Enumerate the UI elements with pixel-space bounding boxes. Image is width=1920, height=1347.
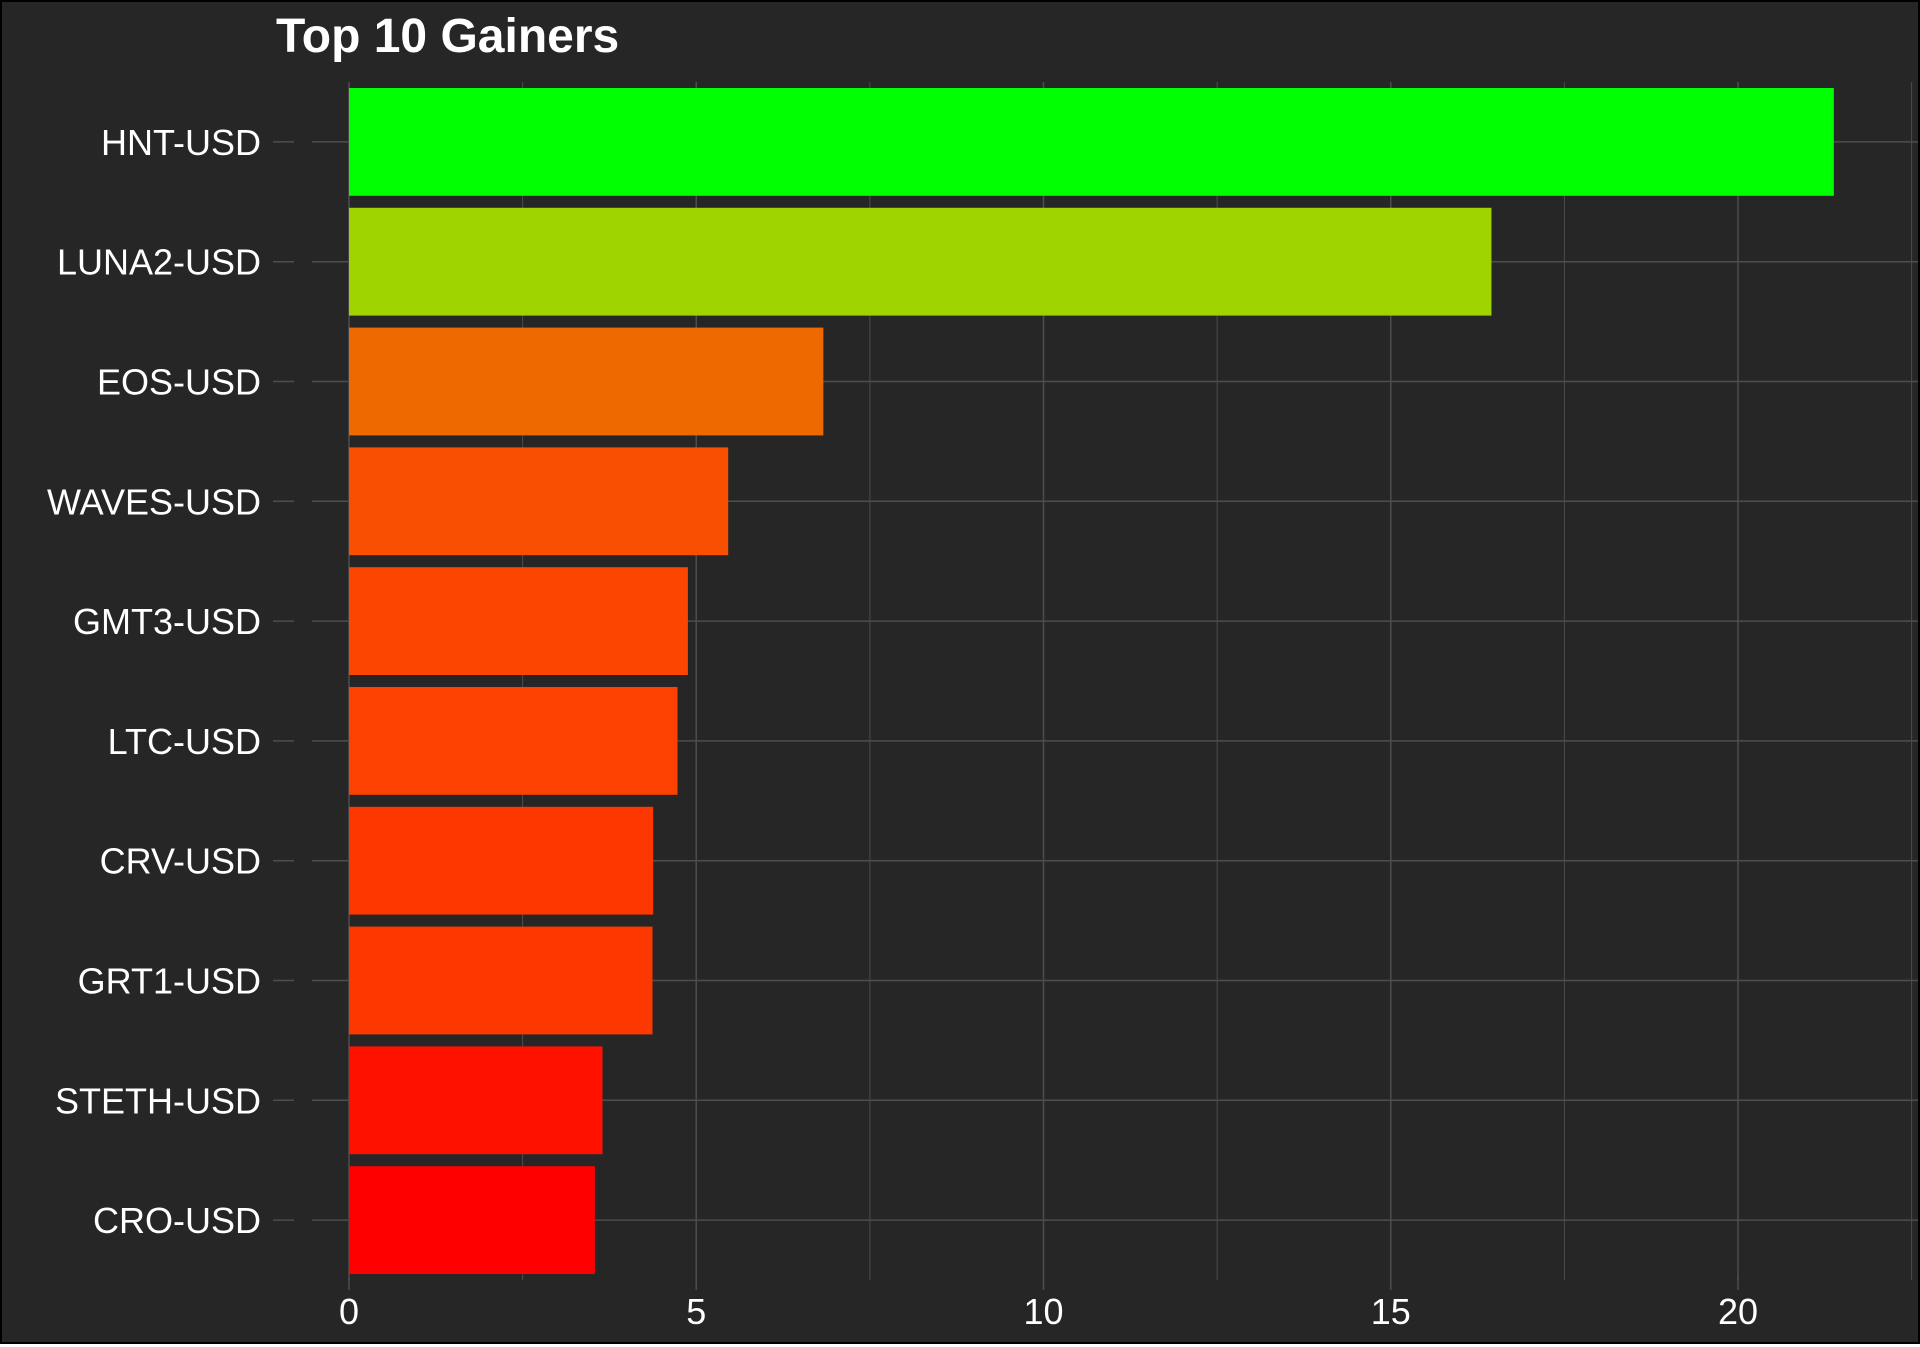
bar-crv-usd (349, 806, 654, 915)
chart-title: Top 10 Gainers (276, 10, 619, 63)
y-tick-label: CRV-USD (100, 841, 261, 882)
y-tick-label: GRT1-USD (78, 961, 261, 1002)
x-tick-label: 20 (1718, 1291, 1758, 1332)
bar-luna2-usd (349, 207, 1492, 316)
bar-grt1-usd (349, 926, 653, 1035)
x-axis-labels: 0 5 10 15 20 (339, 1291, 1758, 1332)
bar-ltc-usd (349, 686, 678, 795)
y-tick-label: HNT-USD (101, 122, 261, 163)
bar-hnt-usd (349, 87, 1834, 196)
bar-steth-usd (349, 1046, 603, 1155)
y-tick-label: STETH-USD (55, 1080, 261, 1121)
y-tick-label: WAVES-USD (47, 481, 261, 522)
bar-waves-usd (349, 447, 729, 556)
bar-gmt3-usd (349, 567, 688, 676)
y-tick-label: LTC-USD (108, 721, 261, 762)
x-tick-label: 0 (339, 1291, 359, 1332)
x-tick-label: 10 (1023, 1291, 1063, 1332)
bar-eos-usd (349, 327, 824, 436)
x-tick-label: 5 (686, 1291, 706, 1332)
bar-cro-usd (349, 1166, 595, 1275)
y-tick-label: LUNA2-USD (57, 242, 261, 283)
y-axis-ticks (273, 141, 294, 1221)
y-tick-label: CRO-USD (93, 1200, 261, 1241)
y-tick-label: EOS-USD (97, 362, 261, 403)
y-axis-labels: HNT-USD LUNA2-USD EOS-USD WAVES-USD GMT3-USD… (47, 122, 261, 1241)
x-axis-ticks (348, 1278, 1739, 1290)
x-tick-label: 15 (1371, 1291, 1411, 1332)
bars-group (349, 87, 1834, 1275)
y-tick-label: GMT3-USD (73, 601, 261, 642)
